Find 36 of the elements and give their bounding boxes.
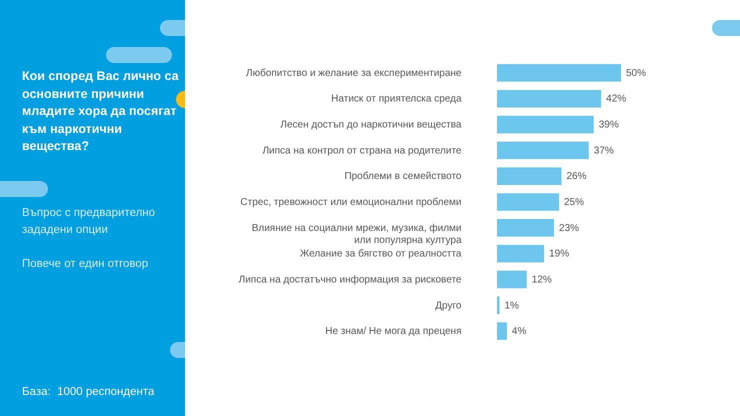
bar <box>497 142 589 160</box>
bar <box>497 64 621 82</box>
data-label: 23% <box>559 222 580 234</box>
y-tick-label: Стрес, тревожност или емоционални проблеми <box>240 197 462 208</box>
bar <box>497 90 602 108</box>
data-label: 1% <box>504 300 520 312</box>
data-label: 4% <box>512 326 526 338</box>
bar <box>497 219 554 237</box>
y-tick-label: Влияние на социални мрежи, музика, филми или популярна култура <box>252 222 462 246</box>
text: Кои според Вас лично са основните причини младите хора да посягат към наркотични вещества? <box>22 68 180 155</box>
bar <box>497 193 559 211</box>
data-label: 37% <box>594 145 614 156</box>
bar <box>497 244 544 262</box>
y-tick-label: Липса на контрол от страна на родителите <box>262 145 462 156</box>
bar <box>497 116 594 134</box>
y-tick-label: Любопитство и желание за експериментиране <box>246 68 462 79</box>
data-label: 25% <box>564 197 584 208</box>
data-label: 39% <box>598 120 619 131</box>
text: База: 1000 респондента <box>22 385 156 400</box>
y-tick-label: Натиск от приятелска среда <box>331 94 462 105</box>
bar <box>497 322 507 340</box>
data-label: 50% <box>626 68 646 79</box>
data-label: 19% <box>549 248 570 260</box>
text: Въпрос с предварително зададени опции <box>22 206 156 238</box>
y-tick-label: Желание за бягство от реалността <box>300 248 462 260</box>
y-tick-label: Проблеми в семейството <box>344 171 462 182</box>
data-label: 42% <box>606 94 626 105</box>
text: Повече от един отговор <box>22 257 150 272</box>
y-tick-label: Не знам/ Не мога да преценя <box>325 326 462 338</box>
data-label: 12% <box>532 274 552 286</box>
y-tick-label: Липса на достатъчно информация за рисковете <box>238 274 462 286</box>
y-tick-label: Лесен достъп до наркотични вещества <box>280 120 462 131</box>
bar <box>497 270 527 288</box>
bar <box>497 167 562 185</box>
y-tick-label: Друго <box>435 300 462 312</box>
data-label: 26% <box>566 171 587 182</box>
